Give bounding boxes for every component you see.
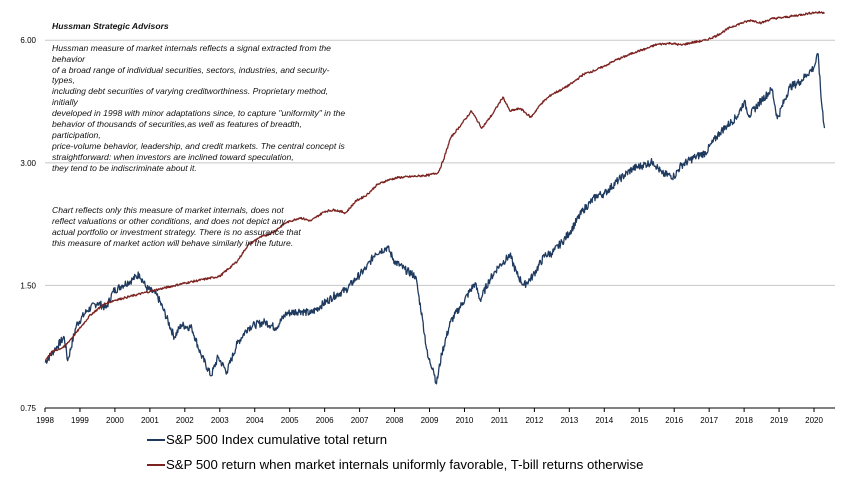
annotation-title: Hussman Strategic Advisors <box>52 20 169 31</box>
series-line-sp500 <box>44 52 826 385</box>
x-tick-label: 2020 <box>805 416 823 425</box>
x-tick-label: 2006 <box>316 416 334 425</box>
x-tick-label: 2009 <box>421 416 439 425</box>
x-tick-label: 2019 <box>770 416 788 425</box>
annotation-paragraph-1: Hussman measure of market internals refl… <box>52 42 346 173</box>
legend-swatch-1 <box>147 438 165 441</box>
annotation-paragraph-2: Chart reflects only this measure of mark… <box>52 205 301 249</box>
series-line-internals <box>44 10 825 362</box>
x-tick-label: 2015 <box>630 416 648 425</box>
x-tick-label: 2016 <box>665 416 683 425</box>
annotation-block: Hussman Strategic Advisors Hussman measu… <box>52 10 352 260</box>
x-tick-label: 2007 <box>351 416 369 425</box>
x-tick-label: 2012 <box>525 416 543 425</box>
x-tick-label: 2005 <box>281 416 299 425</box>
series-lines <box>44 10 826 385</box>
y-tick-label: 6.00 <box>20 36 36 45</box>
y-tick-label: 3.00 <box>20 159 36 168</box>
x-tick-label: 2010 <box>456 416 474 425</box>
x-tick-label: 2017 <box>700 416 718 425</box>
x-tick-label: 2003 <box>211 416 229 425</box>
x-tick-label: 2000 <box>106 416 124 425</box>
x-tick-label: 2013 <box>560 416 578 425</box>
x-tick-label: 2014 <box>595 416 613 425</box>
x-tick-label: 1998 <box>36 416 54 425</box>
y-tick-label: 1.50 <box>20 281 36 290</box>
x-tick-label: 1999 <box>71 416 89 425</box>
x-axis: 1998 1999 2000 2001 2002 2003 2004 2005 2006 2007… <box>36 407 835 425</box>
legend-item-2: S&P 500 return when market internals uni… <box>147 456 643 472</box>
x-tick-label: 2001 <box>141 416 159 425</box>
y-tick-label: 0.75 <box>20 404 36 413</box>
legend-label-2: S&P 500 return when market internals uni… <box>166 457 644 473</box>
legend-item-1: S&P 500 Index cumulative total return <box>147 431 387 447</box>
x-tick-label: 2011 <box>491 416 509 425</box>
legend-label-1: S&P 500 Index cumulative total return <box>166 432 388 448</box>
x-tick-label: 2002 <box>176 416 194 425</box>
x-tick-label: 2018 <box>735 416 753 425</box>
y-axis-ticks: 0.75 1.50 3.00 6.00 <box>20 36 36 413</box>
legend-swatch-2 <box>147 463 165 466</box>
x-tick-label: 2004 <box>246 416 264 425</box>
x-tick-label: 2008 <box>386 416 404 425</box>
